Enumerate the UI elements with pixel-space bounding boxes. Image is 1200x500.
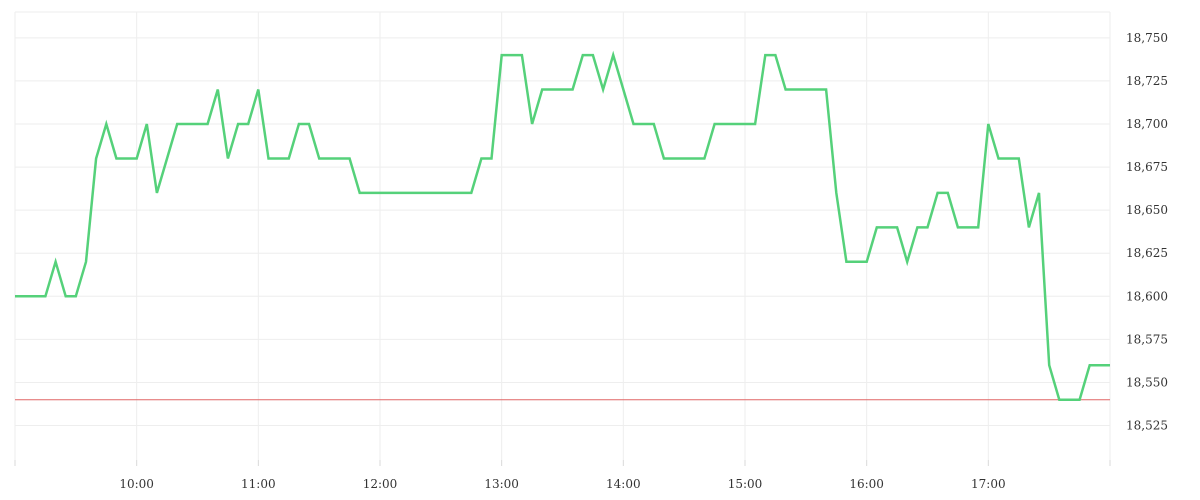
y-tick-label: 18,625 [1126,246,1168,260]
y-tick-label: 18,575 [1126,332,1168,346]
y-tick-label: 18,550 [1126,375,1168,389]
x-tick-label: 10:00 [119,477,154,491]
y-tick-label: 18,750 [1126,31,1168,45]
x-tick-label: 11:00 [241,477,276,491]
x-tick-label: 12:00 [363,477,398,491]
x-tick-label: 16:00 [849,477,884,491]
y-tick-label: 18,650 [1126,203,1168,217]
series-line [15,50,1110,401]
x-tick-label: 13:00 [484,477,519,491]
y-tick-label: 18,525 [1126,419,1168,433]
x-tick-label: 14:00 [606,477,641,491]
x-tick-label: 17:00 [971,477,1006,491]
y-tick-label: 18,600 [1126,289,1168,303]
y-tick-label: 18,725 [1126,74,1168,88]
y-tick-label: 18,675 [1126,160,1168,174]
x-tick-label: 15:00 [728,477,763,491]
y-tick-label: 18,700 [1126,117,1168,131]
